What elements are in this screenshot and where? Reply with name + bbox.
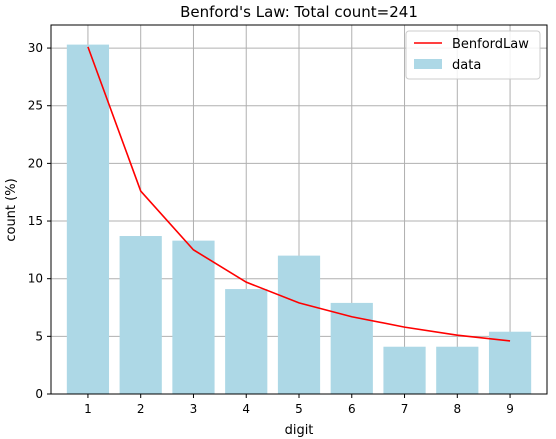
y-tick-label: 0 xyxy=(35,387,43,401)
bar-digit-1 xyxy=(66,44,110,395)
bar-digit-3 xyxy=(172,240,215,394)
legend-bar-swatch xyxy=(414,59,442,69)
bar-digit-8 xyxy=(436,346,479,394)
bar-digit-7 xyxy=(383,346,426,394)
line-series-benfordlaw xyxy=(87,46,511,342)
bar-digit-4 xyxy=(225,289,268,394)
x-tick-label: 1 xyxy=(84,402,92,416)
x-axis-ticks: 1 2 3 4 5 6 7 8 9 xyxy=(84,394,514,416)
x-tick-label: 8 xyxy=(453,402,461,416)
bar-digit-2 xyxy=(119,236,162,394)
y-axis-ticks: 0 5 10 15 20 25 30 xyxy=(28,41,51,401)
x-axis-label: digit xyxy=(285,423,314,438)
benford-line xyxy=(87,46,511,342)
y-tick-label: 20 xyxy=(28,156,43,170)
y-tick-label: 5 xyxy=(35,329,43,343)
legend-label-data: data xyxy=(452,58,481,73)
y-tick-label: 15 xyxy=(28,214,43,228)
bar-digit-6 xyxy=(330,302,373,394)
y-tick-label: 25 xyxy=(28,99,43,113)
y-tick-label: 30 xyxy=(28,41,43,55)
x-tick-label: 4 xyxy=(242,402,250,416)
x-tick-label: 7 xyxy=(401,402,409,416)
x-tick-label: 3 xyxy=(190,402,198,416)
chart-title: Benford's Law: Total count=241 xyxy=(180,3,418,21)
y-axis-label: count (%) xyxy=(4,178,19,241)
x-tick-label: 6 xyxy=(348,402,356,416)
y-tick-label: 10 xyxy=(28,272,43,286)
legend: BenfordLaw data xyxy=(405,30,541,80)
x-tick-label: 5 xyxy=(295,402,303,416)
bar-digit-9 xyxy=(488,331,532,394)
legend-label-benfordlaw: BenfordLaw xyxy=(452,37,529,52)
bar-series-data xyxy=(66,44,532,395)
x-tick-label: 9 xyxy=(506,402,514,416)
bar-digit-5 xyxy=(277,255,321,394)
x-tick-label: 2 xyxy=(137,402,145,416)
